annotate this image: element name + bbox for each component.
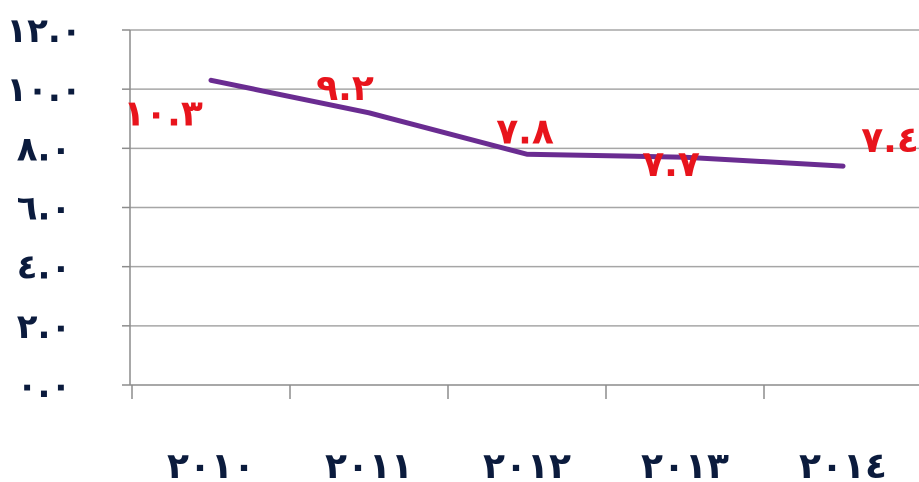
x-tick-label: ٢٠١٣ bbox=[641, 446, 729, 482]
data-label: ٧.٤ bbox=[861, 120, 919, 161]
x-tick-label: ٢٠١٢ bbox=[483, 446, 571, 482]
data-label: ٩.٢ bbox=[316, 68, 374, 109]
data-labels: ١٠.٣ ٩.٢ ٧.٨ ٧.٧ ٧.٤ bbox=[123, 68, 919, 185]
series-line-group bbox=[208, 77, 846, 169]
x-axis-tick-labels: ٢٠١٠ ٢٠١١ ٢٠١٢ ٢٠١٣ ٢٠١٤ bbox=[167, 446, 887, 482]
x-axis bbox=[129, 30, 765, 399]
gridlines bbox=[122, 29, 919, 386]
y-tick-label: ٦.٠ bbox=[17, 189, 71, 229]
y-tick-label: ١٠.٠ bbox=[6, 70, 81, 110]
x-tick-label: ٢٠١١ bbox=[325, 446, 413, 482]
data-label: ٧.٧ bbox=[642, 144, 700, 185]
data-label: ٧.٨ bbox=[496, 111, 554, 152]
y-axis-tick-labels: ٠.٠ ٢.٠ ٤.٠ ٦.٠ ٨.٠ ١٠.٠ ١٢.٠ bbox=[6, 11, 81, 406]
y-tick-label: ٢.٠ bbox=[17, 307, 71, 347]
x-tick-label: ٢٠١٠ bbox=[167, 446, 255, 482]
x-tick-label: ٢٠١٤ bbox=[799, 446, 887, 482]
series-line bbox=[208, 77, 846, 169]
y-tick-label: ٨.٠ bbox=[17, 129, 71, 169]
y-tick-label: ١٢.٠ bbox=[6, 11, 81, 51]
data-label: ١٠.٣ bbox=[123, 93, 203, 134]
y-tick-label: ٤.٠ bbox=[17, 248, 71, 288]
y-tick-label: ٠.٠ bbox=[17, 366, 71, 406]
